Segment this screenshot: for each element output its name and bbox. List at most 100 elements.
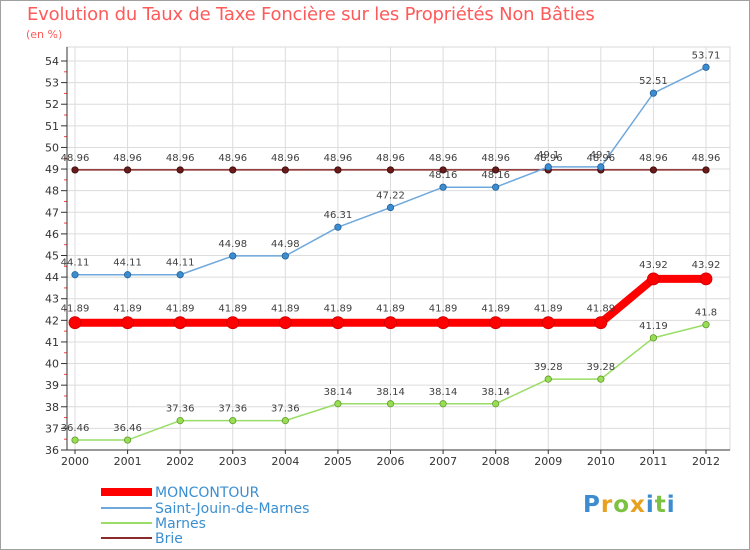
data-point-saint_jouin (123, 271, 132, 279)
legend: MONCONTOURSaint-Jouin-de-MarnesMarnesBri… (101, 485, 309, 547)
data-point-marnes (544, 375, 552, 383)
x-tick-label: 2003 (219, 455, 247, 468)
data-label-saint_jouin: 47.22 (376, 191, 405, 202)
data-point-moncontour (331, 316, 345, 330)
data-label-moncontour: 41.89 (376, 304, 405, 315)
data-point-marnes (649, 334, 658, 342)
data-label-moncontour: 41.89 (481, 304, 510, 315)
data-point-moncontour (173, 316, 187, 330)
data-point-saint_jouin (386, 203, 395, 212)
data-point-moncontour (541, 316, 555, 330)
x-tick-label: 2006 (377, 455, 405, 468)
y-tick-label: 46 (45, 228, 59, 241)
data-label-saint_jouin: 44.11 (61, 258, 90, 269)
data-label-moncontour: 43.92 (639, 260, 668, 271)
data-point-brie (176, 166, 184, 174)
data-point-saint_jouin (176, 271, 184, 279)
data-point-moncontour (699, 272, 713, 286)
data-label-marnes: 38.14 (376, 387, 405, 398)
data-label-marnes: 36.46 (61, 423, 90, 434)
data-point-saint_jouin (229, 252, 237, 260)
logo-letter: P (583, 492, 601, 518)
data-point-saint_jouin (492, 183, 500, 191)
data-point-saint_jouin (439, 183, 447, 191)
data-point-saint_jouin (544, 163, 552, 171)
data-point-moncontour (121, 316, 134, 330)
x-tick-label: 2005 (324, 455, 352, 468)
data-point-saint_jouin (334, 223, 342, 231)
x-tick-label: 2008 (482, 455, 510, 468)
y-tick-label: 43 (45, 293, 59, 306)
chart-unit-label: (en %) (26, 28, 63, 41)
data-point-saint_jouin (702, 63, 710, 71)
data-label-brie: 48.96 (271, 153, 300, 164)
data-label-moncontour: 41.89 (218, 304, 247, 315)
data-point-marnes (492, 400, 500, 408)
data-point-moncontour (647, 272, 660, 286)
legend-label-saint_jouin: Saint-Jouin-de-Marnes (155, 501, 309, 517)
y-tick-label: 36 (45, 444, 59, 457)
data-label-marnes: 37.36 (166, 404, 195, 415)
x-tick-label: 2002 (166, 455, 194, 468)
data-label-saint_jouin: 49.1 (590, 150, 612, 161)
data-point-marnes (334, 400, 342, 408)
data-label-saint_jouin: 46.31 (324, 210, 353, 221)
y-tick-label: 39 (45, 379, 59, 392)
y-tick-label: 42 (45, 314, 59, 327)
y-tick-label: 54 (45, 55, 59, 68)
data-label-brie: 48.96 (324, 153, 353, 164)
series-lines (68, 63, 713, 444)
y-tick-label: 53 (45, 77, 59, 90)
data-point-marnes (386, 400, 395, 408)
legend-label-marnes: Marnes (155, 516, 206, 532)
data-point-brie (71, 166, 79, 174)
axes: 36 37 38 39 40 41 42 43 44 45 46 47 48 49 50 51 52 53 54 20… (45, 47, 730, 468)
data-label-marnes: 38.14 (429, 387, 458, 398)
x-tick-label: 2000 (61, 455, 89, 468)
data-point-moncontour (594, 316, 608, 330)
y-tick-label: 52 (45, 98, 59, 111)
data-label-saint_jouin: 53.71 (692, 50, 721, 61)
logo-letter: o (613, 492, 631, 518)
data-label-moncontour: 41.89 (534, 304, 563, 315)
data-point-saint_jouin (649, 89, 658, 97)
data-label-brie: 48.96 (534, 153, 563, 164)
data-label-brie: 48.96 (166, 153, 195, 164)
y-tick-label: 48 (45, 185, 59, 198)
data-point-marnes (439, 400, 447, 408)
data-label-marnes: 38.14 (324, 387, 353, 398)
data-label-saint_jouin: 52.51 (639, 76, 668, 87)
data-label-brie: 48.96 (429, 153, 458, 164)
data-label-brie: 48.96 (61, 153, 90, 164)
y-tick-label: 40 (45, 358, 59, 371)
data-label-brie: 48.96 (113, 153, 142, 164)
data-point-marnes (597, 375, 605, 383)
plot-area (66, 46, 731, 451)
data-label-marnes: 37.36 (218, 404, 247, 415)
data-point-moncontour (278, 316, 292, 330)
data-point-marnes (281, 417, 289, 425)
data-label-brie: 48.96 (218, 153, 247, 164)
data-label-brie: 48.96 (481, 153, 510, 164)
data-point-moncontour (68, 316, 82, 330)
data-label-brie: 48.96 (587, 153, 616, 164)
logo-letter: r (600, 492, 614, 518)
data-label-saint_jouin: 48.16 (481, 170, 510, 181)
data-label-marnes: 41.8 (695, 308, 717, 319)
x-tick-label: 2012 (692, 455, 720, 468)
data-label-marnes: 36.46 (113, 423, 142, 434)
y-tick-label: 38 (45, 401, 59, 414)
data-label-marnes: 41.19 (639, 321, 668, 332)
data-label-saint_jouin: 44.11 (113, 258, 142, 269)
data-point-brie (229, 166, 237, 174)
data-label-saint_jouin: 44.98 (218, 239, 247, 250)
legend-label-brie: Brie (155, 531, 183, 547)
data-label-moncontour: 41.89 (113, 304, 142, 315)
logo-letter: i (666, 492, 676, 518)
data-point-brie (649, 166, 658, 174)
data-label-moncontour: 41.89 (61, 304, 90, 315)
data-label-moncontour: 41.89 (166, 304, 195, 315)
chart-title: Evolution du Taux de Taxe Foncière sur l… (27, 4, 595, 25)
x-tick-label: 2011 (639, 455, 667, 468)
y-tick-label: 51 (45, 120, 59, 133)
